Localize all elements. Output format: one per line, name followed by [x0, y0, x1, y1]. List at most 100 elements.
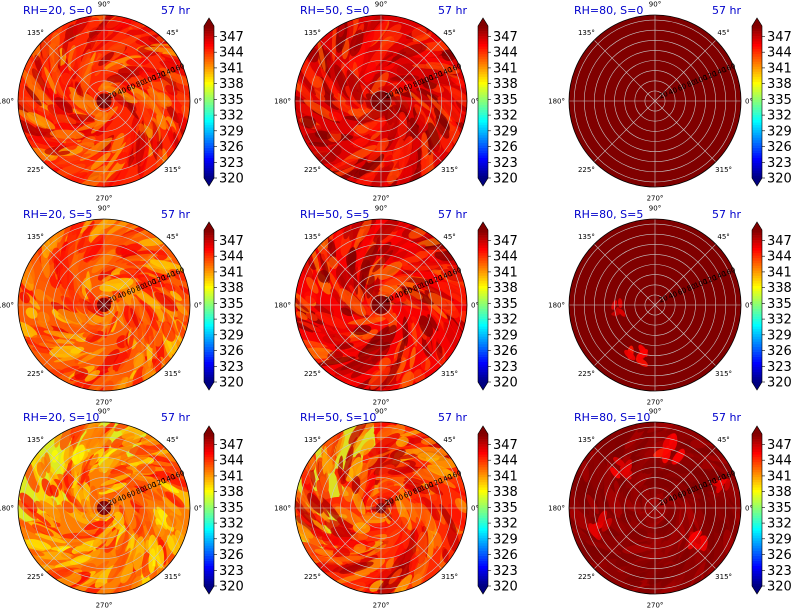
- colorbar-segment: [204, 152, 214, 156]
- angle-tick-label: 45°: [166, 29, 178, 37]
- colorbar-extend-max: [478, 18, 488, 26]
- panel-time-label: 57 hr: [161, 411, 190, 424]
- heatmap-patch: [624, 349, 636, 361]
- colorbar-segment: [478, 26, 488, 29]
- colorbar-segment: [204, 359, 214, 363]
- colorbar-tick-label: 341: [493, 61, 518, 76]
- colorbar-segment: [752, 170, 762, 174]
- heatmap-cell: [103, 85, 138, 104]
- angle-tick-label: 270°: [96, 602, 113, 610]
- colorbar-segment: [478, 260, 488, 264]
- colorbar-segment: [478, 366, 488, 370]
- colorbar-segment: [752, 31, 762, 34]
- colorbar-tick-label: 335: [493, 501, 518, 516]
- colorbar-segment: [204, 507, 214, 511]
- colorbar-segment: [478, 354, 488, 357]
- heatmap-cell: [57, 150, 71, 156]
- heatmap-cell: [114, 17, 134, 31]
- colorbar-segment: [752, 53, 762, 57]
- colorbar-segment: [204, 288, 214, 292]
- colorbar-segment: [752, 28, 762, 32]
- heatmap-cell: [378, 261, 403, 280]
- radial-tick-label: 60: [677, 489, 688, 500]
- heatmap-cell: [41, 478, 53, 497]
- heatmap-cell: [392, 296, 414, 324]
- heatmap-cell: [449, 318, 465, 342]
- colorbar-segment: [752, 336, 762, 340]
- colorbar-segment: [752, 71, 762, 75]
- radial-tick-label: 20: [384, 294, 395, 305]
- colorbar-segment: [478, 117, 488, 121]
- angle-tick-label: 0°: [194, 505, 202, 513]
- colorbar-tick-label: 323: [767, 156, 792, 171]
- polar-axis-border: [568, 14, 742, 188]
- heatmap-cell: [372, 249, 394, 273]
- colorbar-segment: [204, 260, 214, 264]
- heatmap-cell: [320, 68, 339, 98]
- heatmap-cell: [379, 42, 392, 55]
- heatmap-cell: [147, 300, 165, 323]
- heatmap-cell: [360, 439, 375, 456]
- colorbar-extend-min: [478, 382, 488, 390]
- colorbar-segment: [204, 48, 214, 52]
- heatmap-cell: [90, 152, 111, 171]
- heatmap-cell: [415, 516, 423, 538]
- colorbar-segment: [478, 104, 488, 108]
- colorbar-segment: [478, 499, 488, 503]
- heatmap-cell: [80, 498, 93, 514]
- colorbar-tick-label: 347: [767, 438, 792, 453]
- colorbar-segment: [478, 298, 488, 302]
- colorbar-segment: [478, 53, 488, 57]
- colorbar-segment: [752, 252, 762, 256]
- radial-tick-label: 20: [658, 90, 669, 101]
- colorbar-segment: [752, 446, 762, 450]
- heatmap-patch: [610, 467, 621, 479]
- heatmap-cell: [314, 130, 332, 140]
- panel-title: RH=20, S=0: [23, 4, 92, 17]
- colorbar-segment: [204, 257, 214, 261]
- radial-tick-label: 80: [686, 485, 697, 496]
- colorbar-segment: [478, 522, 488, 526]
- angular-gridline: [654, 446, 717, 509]
- colorbar-tick-label: 344: [767, 250, 792, 265]
- angle-tick-label: 270°: [96, 195, 113, 203]
- colorbar-segment: [478, 338, 488, 342]
- heatmap-cell: [397, 43, 428, 58]
- angle-tick-label: 135°: [304, 29, 321, 37]
- colorbar-segment: [752, 474, 762, 478]
- colorbar-segment: [752, 268, 762, 271]
- heatmap-cell: [146, 304, 159, 321]
- angle-tick-label: 180°: [548, 302, 565, 310]
- heatmap-cell: [49, 129, 85, 140]
- heatmap-cell: [317, 38, 326, 72]
- heatmap-patch: [601, 517, 613, 532]
- heatmap-cell: [397, 111, 408, 140]
- colorbar-segment: [204, 436, 214, 440]
- colorbar-segment: [478, 331, 488, 335]
- colorbar-segment: [478, 150, 488, 153]
- colorbar-segment: [204, 64, 214, 67]
- heatmap-cell: [403, 489, 426, 505]
- heatmap-cell: [100, 226, 129, 247]
- heatmap-cell: [403, 480, 431, 494]
- heatmap-cell: [132, 536, 145, 571]
- colorbar-segment: [478, 257, 488, 261]
- colorbar-segment: [204, 69, 214, 72]
- heatmap-cell: [106, 72, 133, 83]
- colorbar-segment: [204, 107, 214, 110]
- colorbar-segment: [752, 344, 762, 347]
- colorbar-segment: [752, 542, 762, 546]
- colorbar-segment: [752, 560, 762, 564]
- colorbar-extend-min: [204, 382, 214, 390]
- colorbar-segment: [752, 379, 762, 383]
- heatmap-cell: [296, 311, 308, 320]
- colorbar-extend-max: [478, 222, 488, 230]
- colorbar-tick-label: 338: [767, 281, 792, 296]
- heatmap-cell: [439, 503, 457, 534]
- heatmap-cell: [141, 360, 154, 383]
- colorbar-segment: [478, 252, 488, 256]
- colorbar-segment: [478, 446, 488, 450]
- heatmap-cell: [60, 295, 77, 313]
- angle-tick-label: 315°: [715, 573, 732, 581]
